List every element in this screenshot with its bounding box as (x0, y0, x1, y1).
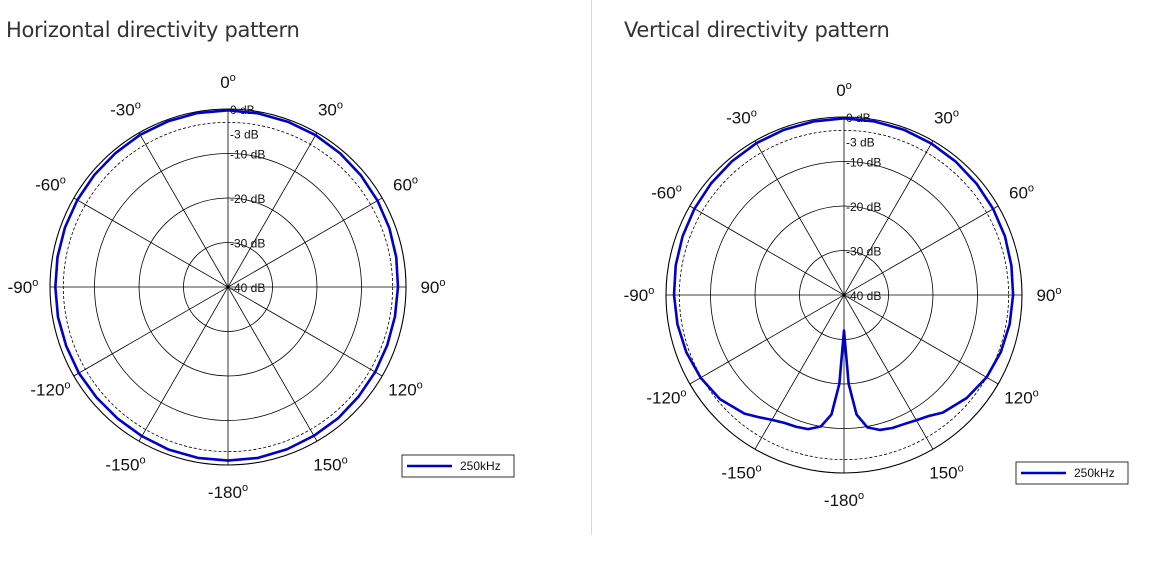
grid-spoke (138, 132, 318, 442)
angle-label: -60o (651, 183, 682, 203)
ring-label: -30 dB (846, 245, 881, 259)
angle-label: -30o (726, 107, 757, 127)
vertical-polar-chart: 0 dB-3 dB-10 dB-20 dB-30 dB-40 dB0o30o60… (624, 80, 1129, 510)
angle-label: -90o (8, 277, 39, 297)
horizontal-polar-chart: 0 dB-3 dB-10 dB-20 dB-30 dB-40 dB0o30o60… (8, 72, 515, 502)
angle-label: 150o (929, 463, 964, 483)
angle-label: -120o (30, 380, 70, 400)
angle-label: -180o (824, 490, 864, 510)
angle-label: 0o (220, 72, 236, 92)
series-line-250khz (672, 117, 1015, 432)
angle-label: 30o (934, 107, 959, 127)
angle-label: -150o (105, 455, 145, 475)
angle-label: 90o (420, 277, 445, 297)
angle-label: -120o (646, 388, 686, 408)
legend-box (401, 454, 515, 478)
ring-label: -10 dB (230, 148, 265, 162)
angle-label: 60o (1009, 183, 1034, 203)
panel-divider (591, 0, 592, 535)
series-line-250khz (54, 109, 400, 462)
ring-label: -3 dB (230, 127, 259, 141)
angle-label: 0o (836, 80, 852, 100)
angle-label: 120o (388, 380, 423, 400)
angle-label: 90o (1036, 285, 1061, 305)
ring-label: -20 dB (230, 192, 265, 206)
ring-label: -40 dB (230, 281, 265, 295)
legend-label: 250kHz (460, 459, 501, 473)
ring-label: -40 dB (846, 289, 881, 303)
ring-label: -30 dB (230, 237, 265, 251)
angle-label: 150o (313, 455, 348, 475)
angle-label: 60o (393, 175, 418, 195)
legend-box (1015, 461, 1129, 485)
ring-label: -3 dB (846, 135, 875, 149)
chart-title: Horizontal directivity pattern (6, 18, 300, 42)
angle-label: -90o (624, 285, 655, 305)
ring-label: -10 dB (846, 156, 881, 170)
angle-label: -30o (110, 99, 141, 119)
horizontal-pattern-panel: Horizontal directivity pattern 0 dB -3 dB… (6, 18, 515, 502)
ring-label: -20 dB (846, 200, 881, 214)
angle-label: 120o (1004, 388, 1038, 408)
legend-label: 250kHz (1074, 466, 1115, 480)
angle-label: 30o (318, 99, 343, 119)
angle-label: -60o (35, 175, 66, 195)
angle-label: -180o (208, 482, 248, 502)
grid-spoke (754, 140, 934, 450)
angle-label: -150o (721, 463, 761, 483)
chart-title: Vertical directivity pattern (624, 18, 890, 42)
vertical-pattern-panel: Vertical directivity pattern 0 dB -3 dB -1… (596, 0, 1176, 588)
